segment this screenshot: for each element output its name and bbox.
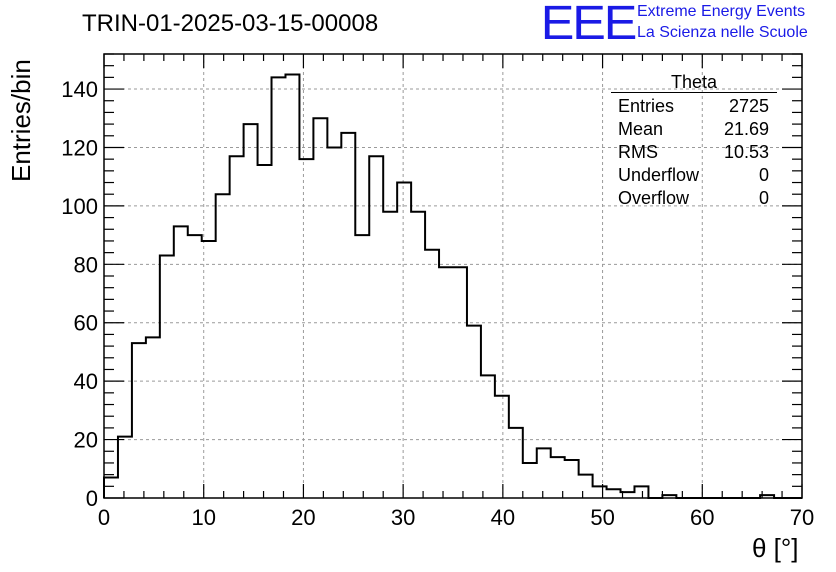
logo-tagline-2: La Scienza nelle Scuole (637, 24, 808, 41)
stats-box: Theta Entries 2725 Mean 21.69 RMS 10.53 … (611, 72, 777, 210)
histogram-bin (285, 74, 299, 498)
histogram-bin (299, 159, 313, 498)
histogram-bin (174, 226, 188, 498)
histogram-bin (104, 478, 118, 498)
y-tick-label: 80 (74, 252, 98, 277)
histogram-bin (202, 241, 216, 498)
histogram-bin (146, 337, 160, 498)
histogram-bin (244, 124, 258, 498)
x-tick-label: 30 (391, 505, 415, 530)
x-tick-label: 70 (790, 505, 814, 530)
x-tick-label: 10 (191, 505, 215, 530)
y-tick-label: 120 (61, 135, 98, 160)
histogram-bin (272, 77, 286, 498)
x-axis-label: θ [°] (752, 533, 799, 563)
histogram-bin (411, 212, 425, 498)
x-tick-label: 40 (491, 505, 515, 530)
histogram-bin (132, 343, 146, 498)
histogram-bin (160, 256, 174, 498)
histogram-bin (495, 396, 509, 498)
stats-value: 0 (758, 165, 769, 185)
histogram-bin (453, 267, 467, 498)
tick-labels: 0 10 20 30 40 50 60 70 0 20 40 60 80 100 120 140 (61, 77, 814, 530)
y-tick-label: 140 (61, 77, 98, 102)
histogram-bin (425, 250, 439, 498)
stats-row-rms: RMS 10.53 (611, 141, 777, 164)
x-tick-label: 60 (690, 505, 714, 530)
histogram-bin (216, 194, 230, 498)
histogram-bin (355, 235, 369, 498)
histogram-bin (118, 437, 132, 498)
histogram-bin (369, 156, 383, 498)
x-tick-label: 50 (590, 505, 614, 530)
logo-tagline-1: Extreme Energy Events (637, 3, 806, 20)
y-tick-label: 0 (86, 486, 98, 511)
stats-label: Entries (618, 96, 675, 116)
stats-value: 21.69 (723, 119, 769, 139)
stats-row-overflow: Overflow 0 (611, 187, 777, 210)
stats-row-underflow: Underflow 0 (611, 164, 777, 187)
stats-value: 10.53 (723, 142, 769, 162)
x-tick-label: 0 (98, 505, 110, 530)
histogram-bin (593, 486, 607, 498)
histogram-bin (467, 326, 481, 498)
histogram-bin (607, 489, 621, 498)
y-tick-label: 20 (74, 428, 98, 453)
y-tick-label: 40 (74, 369, 98, 394)
x-tick-label: 20 (291, 505, 315, 530)
histogram-bin (537, 448, 551, 498)
histogram-bin (579, 475, 593, 498)
histogram-bin (341, 133, 355, 498)
stats-value: 2725 (728, 96, 769, 116)
histogram-bin (397, 183, 411, 498)
histogram-bin (230, 156, 244, 498)
histogram-bin (188, 235, 202, 498)
histogram-bin (481, 375, 495, 498)
stats-label: Underflow (618, 165, 700, 185)
histogram-outline (103, 73, 802, 499)
stats-row-entries: Entries 2725 (611, 95, 777, 118)
histogram-bin (509, 428, 523, 498)
stats-label: RMS (618, 142, 658, 162)
y-tick-label: 100 (61, 194, 98, 219)
y-axis-label: Entries/bin (6, 59, 36, 182)
stats-value: 0 (758, 188, 769, 208)
stats-row-mean: Mean 21.69 (611, 118, 777, 141)
histogram-bin (383, 212, 397, 498)
histogram-bin (523, 463, 537, 498)
grid-layer (104, 54, 802, 498)
axes-layer (103, 53, 803, 499)
histogram-bin (313, 118, 327, 498)
histogram-bin (439, 267, 453, 498)
run-title: TRIN-01-2025-03-15-00008 (82, 10, 379, 37)
stats-title: Theta (611, 72, 777, 93)
histogram-bin (634, 486, 648, 498)
stats-label: Mean (618, 119, 664, 139)
y-tick-label: 60 (74, 311, 98, 336)
stats-label: Overflow (618, 188, 690, 208)
histogram-bin (565, 460, 579, 498)
eee-logo: EEE (540, 0, 638, 50)
histogram-bin (258, 165, 272, 498)
